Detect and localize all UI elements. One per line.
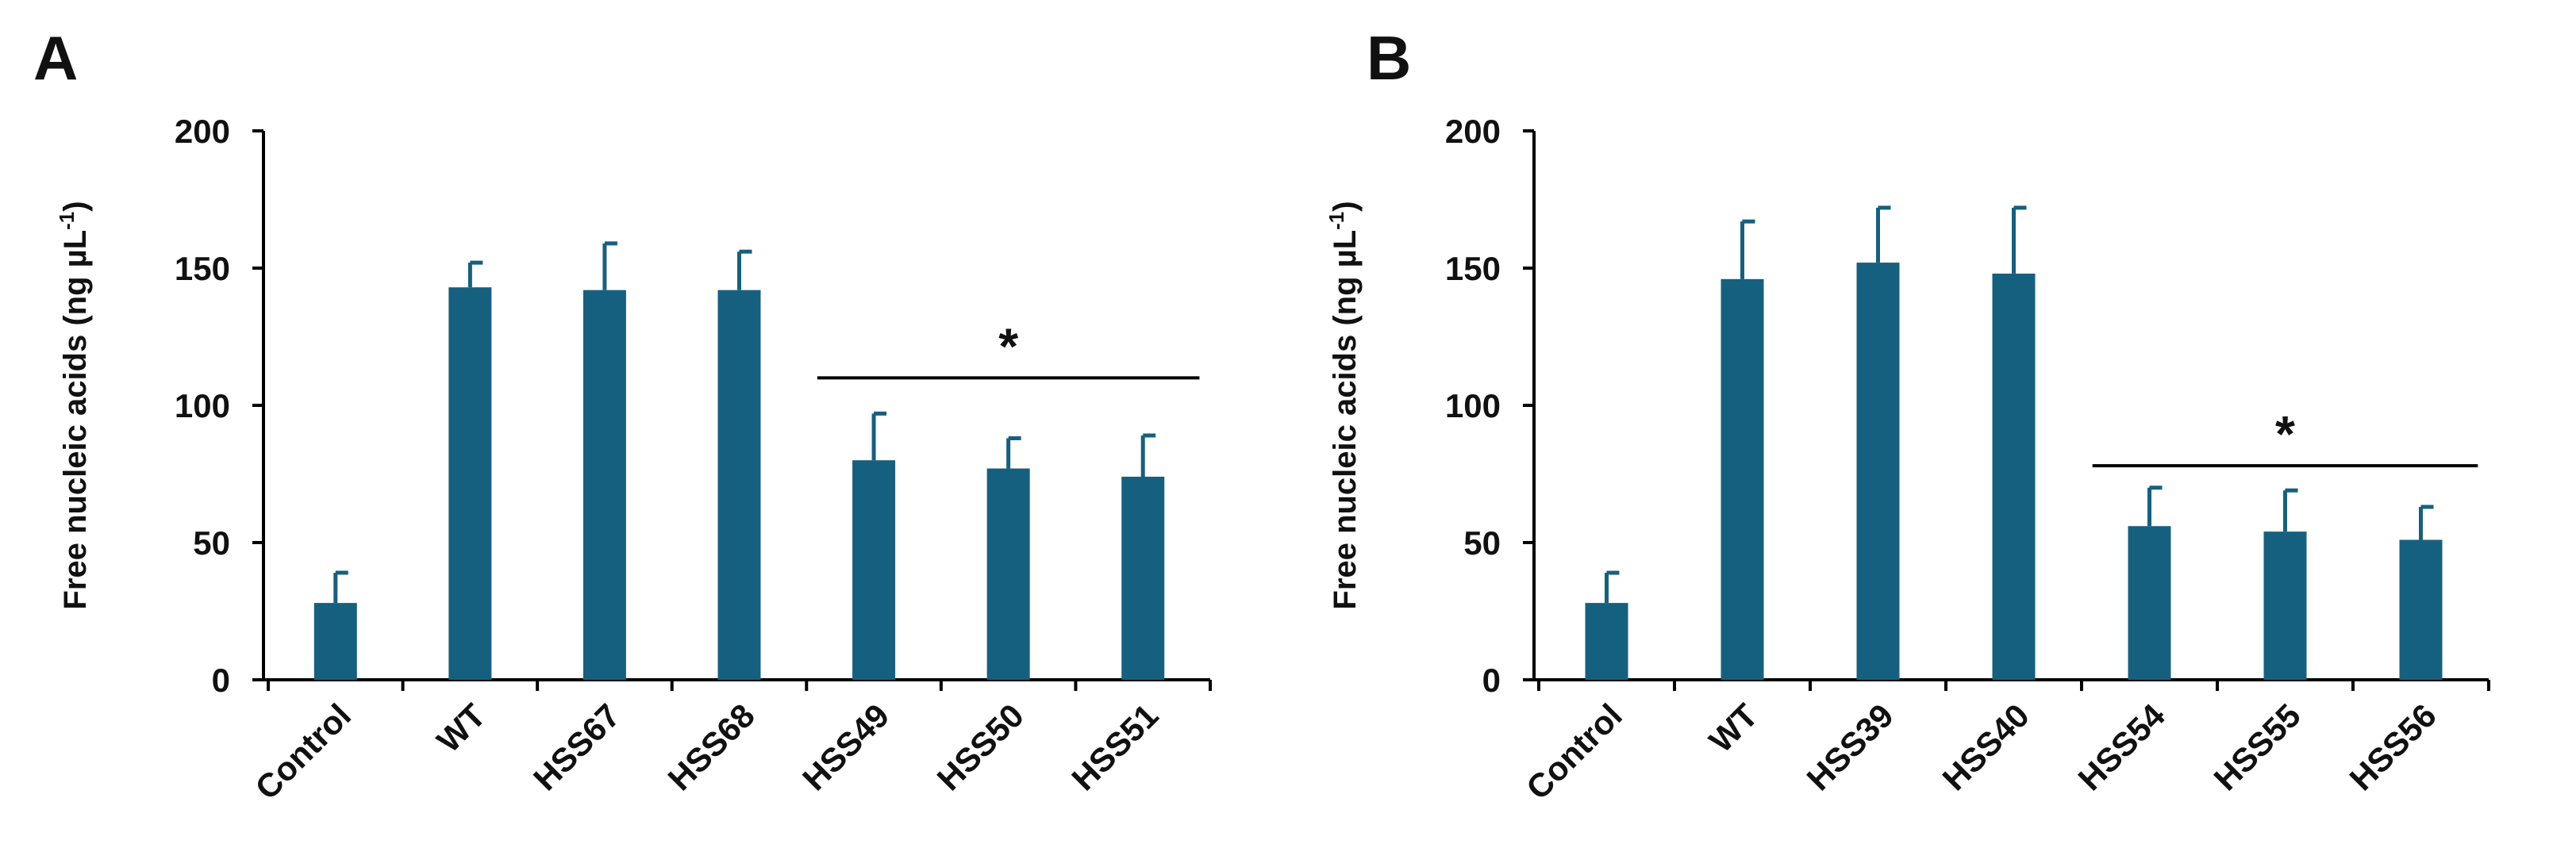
bar <box>1585 603 1628 680</box>
significance-star: * <box>2275 405 2295 462</box>
bar <box>2399 539 2443 680</box>
y-tick-label: 150 <box>1445 250 1501 287</box>
x-tick-label: Control <box>1519 696 1629 807</box>
panel-a: A Free nucleic acids (ng µL-1) 0 50 100 150 20… <box>33 23 1212 807</box>
y-tick-label: 100 <box>175 387 230 424</box>
y-tick-label: 0 <box>212 662 230 699</box>
bar <box>1856 263 1900 681</box>
y-tick-label: 150 <box>175 250 230 287</box>
y-tick-label: 100 <box>1445 387 1501 424</box>
x-tick-label: HSS49 <box>795 696 896 797</box>
x-tick-label: HSS50 <box>930 696 1031 797</box>
bar <box>717 290 761 680</box>
y-tick-label: 0 <box>1482 662 1501 699</box>
bar <box>1992 273 2036 680</box>
x-tick-label: HSS55 <box>2207 696 2308 797</box>
y-axis-label: Free nucleic acids (ng µL-1) <box>1325 201 1363 609</box>
x-tick-label: HSS67 <box>526 696 627 797</box>
y-axis-label: Free nucleic acids (ng µL-1) <box>55 201 93 609</box>
x-tick-label: HSS68 <box>661 696 762 797</box>
y-tick-label: 200 <box>175 113 230 150</box>
bar <box>2263 531 2307 680</box>
bar <box>986 468 1030 680</box>
panel-label: A <box>33 23 78 93</box>
x-tick-label: HSS56 <box>2343 696 2443 797</box>
significance-star: * <box>998 317 1018 374</box>
y-tick-label: 50 <box>1463 524 1501 562</box>
bar <box>1121 476 1165 680</box>
panel-label: B <box>1367 23 1411 93</box>
panel-b: B Free nucleic acids (ng µL-1) 0 50 100 150 20… <box>1325 23 2490 807</box>
bar <box>852 460 896 680</box>
bar <box>2128 526 2171 680</box>
bar <box>1721 278 1764 680</box>
bar <box>582 290 626 680</box>
x-tick-label: HSS54 <box>2071 696 2173 798</box>
x-tick-label: HSS51 <box>1064 696 1165 797</box>
y-tick-label: 50 <box>193 524 230 562</box>
x-tick-label: WT <box>429 696 493 760</box>
x-tick-label: HSS39 <box>1800 696 1901 797</box>
bar <box>313 603 357 680</box>
x-tick-label: WT <box>1701 696 1765 760</box>
x-tick-label: HSS40 <box>1936 696 2036 797</box>
y-tick-label: 200 <box>1445 113 1501 150</box>
bar <box>448 287 492 680</box>
x-tick-label: Control <box>248 696 358 807</box>
